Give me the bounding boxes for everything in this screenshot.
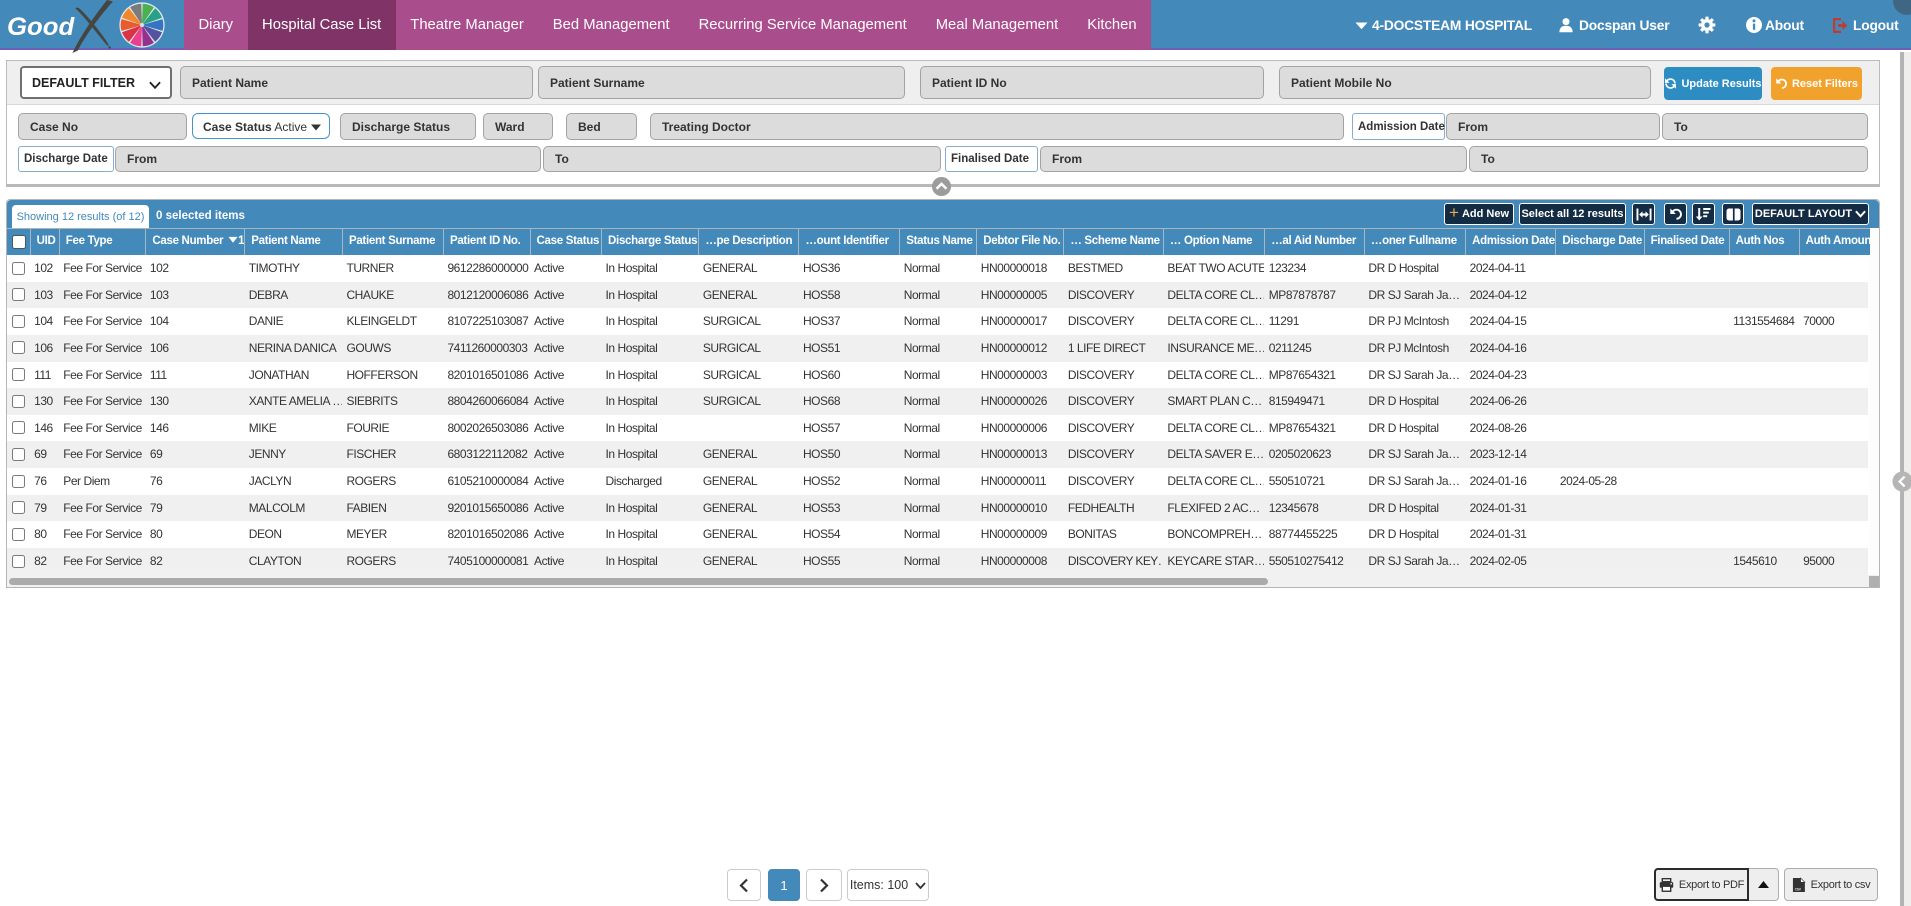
svg-text:csv: csv — [1794, 886, 1801, 891]
